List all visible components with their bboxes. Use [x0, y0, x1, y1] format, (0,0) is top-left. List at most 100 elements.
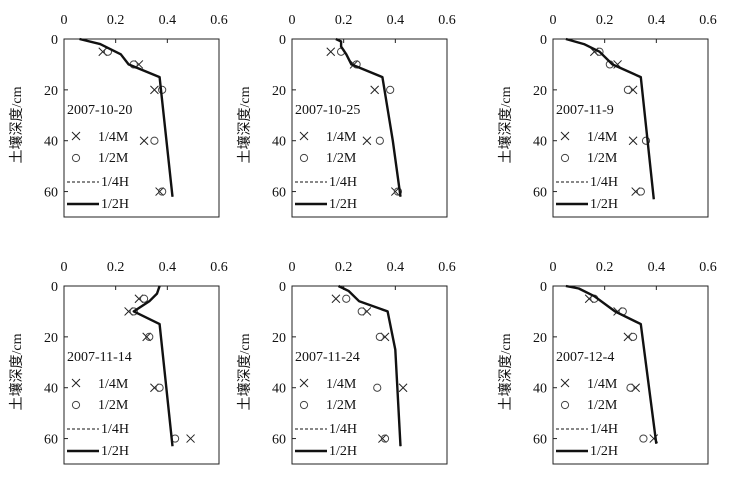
y-tick-label: 60	[533, 186, 547, 201]
y-axis-label: 土壤深度/cm	[497, 86, 514, 163]
y-tick-label: 40	[272, 135, 286, 150]
point-half-m	[129, 307, 138, 316]
y-tick-label: 0	[540, 280, 547, 295]
chart-panel: 0 0.2 0.4 0.6 0 20 40 60 土壤深度/cm 2007-12-4 1/4M 1/2…	[497, 260, 717, 465]
legend-marker-circle	[299, 400, 309, 410]
point-half-m	[386, 85, 395, 94]
legend-label: 1/2H	[101, 444, 129, 459]
legend-marker-x	[560, 131, 570, 141]
point-half-m	[145, 332, 154, 341]
legend-label: 1/4H	[590, 175, 618, 190]
y-tick-label: 60	[533, 433, 547, 448]
series-line-half-h	[335, 37, 402, 197]
plot-frame	[63, 38, 220, 218]
y-tick-label: 60	[272, 433, 286, 448]
panel-date-label: 2007-12-4	[556, 350, 614, 365]
legend-label: 1/4H	[329, 175, 357, 190]
plot-frame	[63, 285, 220, 465]
x-tick-label: 0.4	[648, 260, 666, 275]
legend-marker-circle	[560, 153, 570, 163]
x-tick-label: 0.4	[159, 260, 177, 275]
plot-frame	[552, 285, 709, 465]
legend-label: 1/4H	[101, 175, 129, 190]
y-axis-label: 土壤深度/cm	[497, 333, 514, 410]
y-tick-label: 0	[540, 33, 547, 48]
point-half-m	[139, 294, 149, 303]
point-quarter-m	[398, 383, 408, 393]
x-tick-label: 0.2	[107, 13, 125, 28]
x-tick-label: 0	[61, 260, 68, 275]
point-quarter-m	[378, 434, 387, 443]
x-tick-label: 0	[61, 13, 68, 28]
x-tick-label: 0.6	[699, 260, 717, 275]
x-tick-label: 0.6	[699, 13, 717, 28]
legend-label: 1/4H	[329, 422, 357, 437]
legend-label: 1/2M	[587, 151, 618, 166]
point-half-m	[158, 187, 167, 196]
point-quarter-m	[390, 187, 400, 196]
chart-panel: 0 0.2 0.4 0.6 0 20 40 60 土壤深度/cm 2007-11-24 1/4M 1/…	[236, 260, 456, 465]
x-tick-label: 0.4	[387, 260, 405, 275]
legend-label: 1/2H	[101, 197, 129, 212]
x-tick-label: 0	[550, 260, 557, 275]
legend-marker-circle	[71, 400, 81, 410]
point-quarter-m	[142, 332, 152, 342]
x-tick-label: 0.2	[596, 13, 614, 28]
point-quarter-m	[326, 47, 336, 57]
point-quarter-m	[150, 85, 159, 95]
series-line-half-h	[337, 284, 402, 447]
chart-panel: 0 0.2 0.4 0.6 0 20 40 60 土壤深度/cm 2007-10-25 1/4M 1/…	[236, 13, 456, 218]
point-half-m	[150, 136, 159, 145]
point-half-m	[623, 85, 633, 94]
x-tick-label: 0.2	[596, 260, 614, 275]
y-tick-label: 20	[44, 331, 58, 346]
legend-label: 1/2H	[590, 444, 618, 459]
y-tick-label: 0	[51, 280, 58, 295]
point-quarter-m	[155, 187, 164, 196]
legend-label: 1/2M	[98, 151, 129, 166]
x-tick-label: 0.2	[107, 260, 125, 275]
series-line-half-h	[565, 284, 658, 444]
point-half-m	[373, 383, 382, 392]
point-half-m	[639, 434, 648, 443]
x-tick-label: 0.2	[335, 260, 353, 275]
plot-frame	[291, 38, 448, 218]
y-tick-label: 40	[44, 382, 58, 397]
x-tick-label: 0	[550, 13, 557, 28]
legend-label: 1/4M	[326, 130, 357, 145]
chart-panel: 0 0.2 0.4 0.6 0 20 40 60 土壤深度/cm 2007-11-14 1/4M 1/…	[8, 260, 228, 465]
point-half-m	[628, 332, 638, 341]
y-tick-label: 0	[279, 33, 286, 48]
point-quarter-m	[628, 136, 638, 146]
point-half-m	[626, 383, 635, 392]
point-half-m	[636, 187, 645, 196]
panel-date-label: 2007-10-25	[295, 103, 360, 118]
y-axis-label: 土壤深度/cm	[236, 333, 253, 410]
legend-label: 1/4M	[98, 377, 129, 392]
x-tick-label: 0.6	[438, 13, 456, 28]
panel-date-label: 2007-11-24	[295, 350, 360, 365]
legend-label: 1/4M	[587, 377, 618, 392]
legend-label: 1/2H	[329, 444, 357, 459]
x-tick-label: 0.2	[335, 13, 353, 28]
legend-marker-x	[71, 131, 81, 141]
y-tick-label: 60	[44, 433, 58, 448]
legend-marker-circle	[71, 153, 81, 163]
point-quarter-m	[186, 434, 195, 443]
y-axis-label: 土壤深度/cm	[236, 86, 253, 163]
x-tick-label: 0	[289, 13, 296, 28]
point-half-m	[375, 332, 384, 341]
legend-label: 1/2M	[587, 398, 618, 413]
point-half-m	[380, 434, 390, 443]
y-tick-label: 20	[272, 331, 286, 346]
point-quarter-m	[362, 136, 372, 146]
legend-marker-circle	[560, 400, 570, 410]
y-tick-label: 40	[533, 382, 547, 397]
legend-label: 1/2H	[329, 197, 357, 212]
point-quarter-m	[331, 294, 341, 304]
panel-date-label: 2007-11-14	[67, 350, 132, 365]
legend-label: 1/2M	[326, 398, 357, 413]
point-half-m	[393, 187, 403, 196]
chart-panel: 0 0.2 0.4 0.6 0 20 40 60 土壤深度/cm 2007-11-9 1/4M 1/2…	[497, 13, 717, 218]
legend-marker-x	[71, 378, 81, 388]
